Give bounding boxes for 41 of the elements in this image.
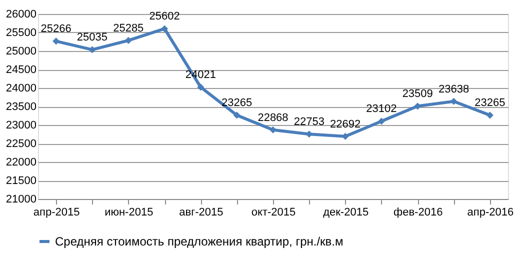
legend-label: Средняя стоимость предложения квартир, грн./кв.м	[55, 234, 344, 248]
data-label: 23509	[402, 88, 433, 100]
data-label: 25285	[113, 22, 144, 34]
data-label: 22692	[330, 118, 361, 130]
point	[197, 84, 204, 91]
y-tick-label: 22500	[6, 138, 36, 150]
data-label: 22868	[258, 112, 288, 124]
y-tick-label: 26000	[6, 8, 36, 20]
point	[52, 38, 60, 45]
y-tick-label: 24500	[6, 64, 36, 76]
x-tick-label: авг-2015	[179, 206, 224, 218]
y-tick-label: 21500	[6, 175, 36, 187]
point	[124, 36, 132, 44]
point	[161, 25, 168, 32]
y-tick-label: 23500	[6, 101, 36, 113]
data-label: 23638	[438, 83, 470, 96]
y-tick-label: 24000	[6, 82, 36, 94]
x-tick-label: апр-2015	[33, 206, 80, 218]
y-tick-label: 22000	[6, 156, 36, 168]
x-tick-label: июн-2015	[104, 206, 154, 218]
point	[378, 118, 385, 125]
data-label: 25602	[149, 10, 180, 23]
data-label: 25266	[40, 23, 72, 36]
data-label: 23265	[222, 97, 252, 110]
y-tick-label: 25000	[6, 46, 36, 58]
x-tick-label: апр-2016	[467, 206, 514, 218]
data-label: 22753	[294, 116, 324, 128]
x-tick-label: фев-2016	[394, 206, 443, 218]
y-tick-label: 23000	[6, 120, 36, 132]
point	[233, 112, 240, 119]
y-tick-label: 21000	[6, 194, 36, 206]
x-tick-label: окт-2015	[251, 206, 296, 218]
point	[88, 46, 96, 54]
x-tick-label: дек-2015	[323, 206, 369, 218]
data-label: 23102	[366, 103, 397, 116]
point	[450, 98, 458, 105]
point	[486, 112, 494, 119]
data-label: 25035	[76, 32, 108, 44]
y-tick-label: 25500	[6, 27, 36, 39]
data-label: 23265	[474, 97, 506, 110]
point	[414, 102, 422, 110]
